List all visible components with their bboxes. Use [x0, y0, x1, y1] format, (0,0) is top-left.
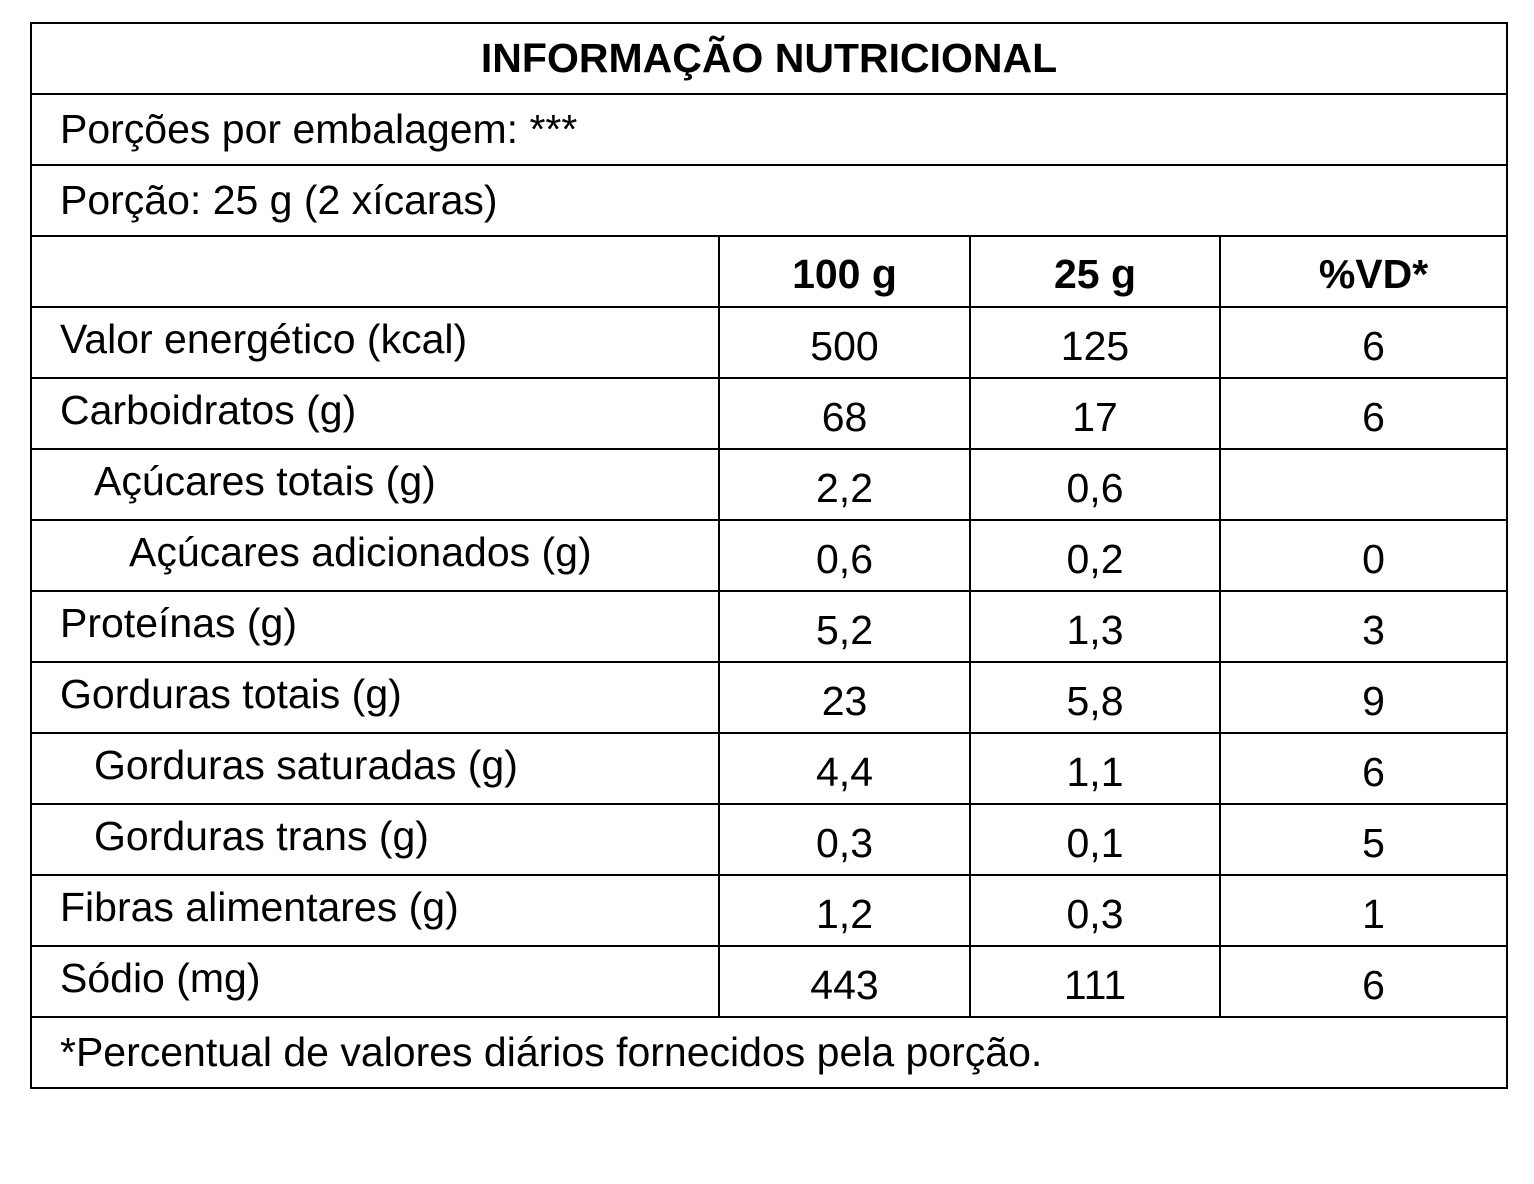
- column-header-label: [30, 235, 720, 308]
- value-100g: 0,3: [718, 803, 971, 876]
- serving-size-row: Porção: 25 g (2 xícaras): [29, 164, 1509, 237]
- value-daily: 6: [1218, 945, 1509, 1018]
- value-serving: 111: [969, 945, 1221, 1018]
- serving-size: Porção: 25 g (2 xícaras): [29, 164, 1509, 237]
- value-daily: 0: [1218, 519, 1509, 592]
- nutrient-name: Fibras alimentares (g): [30, 874, 720, 947]
- value-100g: 500: [718, 306, 971, 379]
- column-header-row: 100 g 25 g %VD*: [30, 235, 1509, 308]
- table-row: Gorduras saturadas (g) 4,4 1,1 6: [30, 732, 1509, 805]
- value-100g: 23: [718, 661, 971, 734]
- value-serving: 5,8: [969, 661, 1221, 734]
- value-100g: 443: [718, 945, 971, 1018]
- table-row: Proteínas (g) 5,2 1,3 3: [30, 590, 1509, 663]
- table-row: Valor energético (kcal) 500 125 6: [30, 306, 1509, 379]
- nutrient-name: Açúcares totais (g): [30, 448, 720, 521]
- nutrient-name: Açúcares adicionados (g): [30, 519, 720, 592]
- value-serving: 0,3: [969, 874, 1221, 947]
- servings-row: Porções por embalagem: ***: [29, 93, 1509, 166]
- value-daily: 1: [1218, 874, 1509, 947]
- table-row: Gorduras trans (g) 0,3 0,1 5: [30, 803, 1509, 876]
- value-100g: 0,6: [718, 519, 971, 592]
- value-serving: 0,6: [969, 448, 1221, 521]
- column-header-serving: 25 g: [969, 235, 1221, 308]
- table-row: Sódio (mg) 443 111 6: [30, 945, 1509, 1018]
- nutrient-name: Proteínas (g): [30, 590, 720, 663]
- value-serving: 125: [969, 306, 1221, 379]
- value-100g: 4,4: [718, 732, 971, 805]
- servings-per-package: Porções por embalagem: ***: [29, 93, 1509, 166]
- column-header-100g: 100 g: [718, 235, 971, 308]
- value-daily: 6: [1218, 306, 1509, 379]
- value-100g: 2,2: [718, 448, 971, 521]
- nutrient-name: Gorduras totais (g): [30, 661, 720, 734]
- value-daily: 3: [1218, 590, 1509, 663]
- table-row: Gorduras totais (g) 23 5,8 9: [30, 661, 1509, 734]
- value-daily: [1218, 448, 1509, 521]
- value-daily: 6: [1218, 732, 1509, 805]
- title-row: INFORMAÇÃO NUTRICIONAL: [29, 22, 1509, 95]
- value-daily: 5: [1218, 803, 1509, 876]
- value-serving: 1,1: [969, 732, 1221, 805]
- value-100g: 5,2: [718, 590, 971, 663]
- table-row: Açúcares totais (g) 2,2 0,6: [30, 448, 1509, 521]
- value-100g: 68: [718, 377, 971, 450]
- nutrient-name: Valor energético (kcal): [30, 306, 720, 379]
- column-header-daily-value: %VD*: [1218, 235, 1509, 308]
- nutrient-name: Gorduras trans (g): [30, 803, 720, 876]
- table-row: Carboidratos (g) 68 17 6: [30, 377, 1509, 450]
- nutrition-facts-table: INFORMAÇÃO NUTRICIONAL Porções por embal…: [29, 22, 1509, 1089]
- table-title: INFORMAÇÃO NUTRICIONAL: [29, 22, 1509, 95]
- table-row: Açúcares adicionados (g) 0,6 0,2 0: [30, 519, 1509, 592]
- value-serving: 1,3: [969, 590, 1221, 663]
- value-serving: 0,2: [969, 519, 1221, 592]
- footnote: *Percentual de valores diários fornecido…: [29, 1016, 1509, 1089]
- nutrient-name: Carboidratos (g): [30, 377, 720, 450]
- footnote-row: *Percentual de valores diários fornecido…: [29, 1016, 1509, 1089]
- nutrient-name: Gorduras saturadas (g): [30, 732, 720, 805]
- table-row: Fibras alimentares (g) 1,2 0,3 1: [30, 874, 1509, 947]
- value-daily: 6: [1218, 377, 1509, 450]
- nutrient-name: Sódio (mg): [30, 945, 720, 1018]
- value-serving: 0,1: [969, 803, 1221, 876]
- value-daily: 9: [1218, 661, 1509, 734]
- value-100g: 1,2: [718, 874, 971, 947]
- value-serving: 17: [969, 377, 1221, 450]
